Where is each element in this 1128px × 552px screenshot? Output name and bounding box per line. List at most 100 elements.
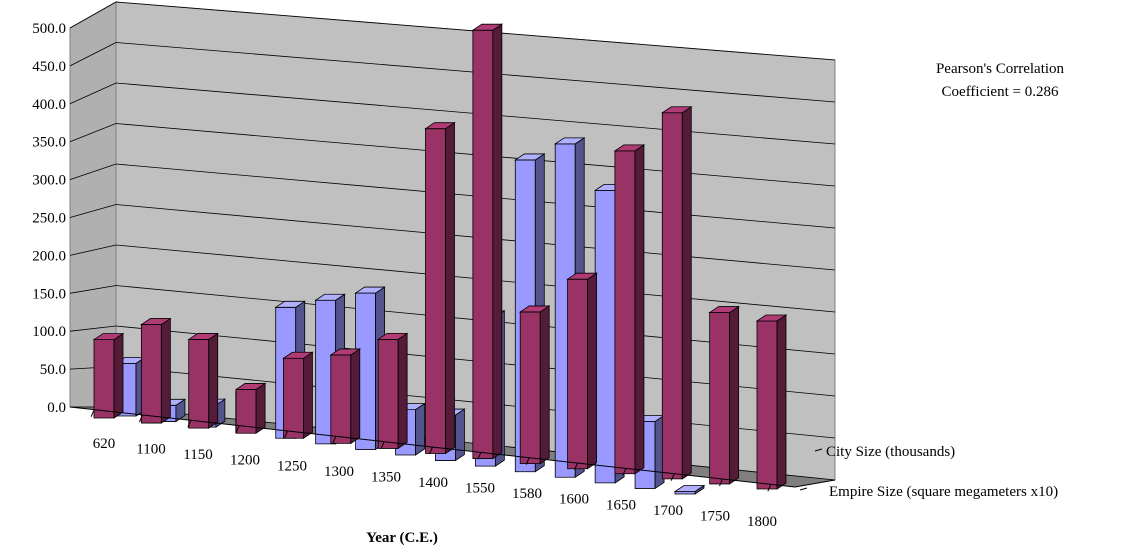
x-tick [187,420,192,428]
bar [282,351,314,440]
bar-top [613,144,646,152]
x-tick-label: 1200 [230,453,260,469]
depth-tick [799,487,808,491]
bar-front [377,338,399,449]
gridline-side [69,285,117,294]
bar-top [755,314,788,322]
bar-side [681,106,692,480]
bar-side [303,351,313,440]
bar-top [471,23,504,31]
bar-front [519,311,541,465]
depth-axis-line [794,479,836,488]
bar [673,484,706,495]
bar-side [350,348,361,445]
bar-top [140,318,172,325]
x-tick [574,462,578,471]
bar-front [567,278,588,470]
x-tick-label: 1550 [465,481,495,497]
chart-title-line-2: Coefficient = 0.286 [941,84,1059,100]
bar-front [140,324,162,424]
gridline-side [69,244,117,256]
y-tick-label: 100.0 [32,324,66,340]
gridline-side [69,82,117,105]
bar [660,106,693,480]
bar [234,382,267,434]
bar-side [208,332,219,429]
bar-top [518,305,551,313]
bar-top [282,351,314,359]
bar-side [415,402,425,456]
x-axis-title: Year (C.E.) [366,530,438,546]
bar-front [283,357,304,439]
bar-top [660,106,693,114]
bar-side [255,382,266,434]
x-tick-label: 1150 [183,447,212,463]
x-tick [477,452,482,460]
y-tick-label: 450.0 [32,59,66,75]
x-tick-label: 1800 [747,514,777,530]
bar-side [634,144,645,475]
x-tick [767,484,772,492]
bar-front [594,189,616,484]
bar [708,305,740,485]
bar-side [776,314,787,490]
bar [471,23,504,460]
x-axis-ticks: 620 1100 1150 1200 1250 1300 1350 1400 1550 1580 1… [90,409,777,530]
series-label-empire: Empire Size (square megameters x10) [829,484,1058,500]
y-tick-label: 0.0 [47,400,66,416]
y-tick-label: 500.0 [32,21,66,37]
gridline-side [69,325,117,332]
x-tick [235,425,240,433]
bar-top [553,137,586,145]
depth-tick [814,448,823,452]
x-tick [380,441,385,449]
x-tick [90,409,95,417]
y-tick-label: 50.0 [40,362,66,378]
x-tick [670,473,675,481]
chart-title-line-1: Pearson's Correlation [935,61,1065,77]
bar [613,144,646,475]
bar-front [614,150,636,475]
bar-front [93,339,115,419]
y-tick-label: 200.0 [32,248,66,264]
x-tick-label: 1650 [606,497,636,513]
y-tick-label: 150.0 [32,286,66,302]
bar-front [472,29,494,459]
bar-top [92,333,125,341]
bar [755,314,788,490]
bar-side [729,305,740,485]
x-tick [284,430,288,439]
bar-front [330,354,352,444]
x-tick [139,414,143,423]
bar [518,305,551,465]
bar [329,348,362,445]
bars [92,23,788,495]
gridline-side [69,204,117,218]
bar [424,121,456,455]
gridline-side [69,163,117,180]
chart-title: Pearson's Correlation Coefficient = 0.28… [900,58,1100,104]
y-tick-label: 350.0 [32,135,66,151]
x-tick-label: 1580 [512,486,542,502]
y-tick-label: 300.0 [32,173,66,189]
bar-top [329,348,362,356]
bar-front [425,128,446,454]
bar-side [539,305,550,465]
x-tick [719,478,723,487]
bar-top [314,293,346,301]
x-tick-label: 1250 [277,458,307,474]
bar-top [234,383,267,390]
x-tick-label: 620 [93,436,116,452]
bar-top [187,333,220,340]
series-label-city: City Size (thousands) [826,444,955,460]
bar-top [708,306,740,313]
bar [140,317,172,424]
gridline-side [69,42,117,67]
bar-front [709,312,731,485]
bar-top [274,300,307,308]
x-tick-label: 1300 [324,464,354,480]
x-tick-label: 1350 [371,469,401,485]
bar-front [661,112,683,480]
y-axis-ticks: 0.0 50.0 100.0 150.0 200.0 250.0 300.0 350.0 400… [32,21,66,416]
